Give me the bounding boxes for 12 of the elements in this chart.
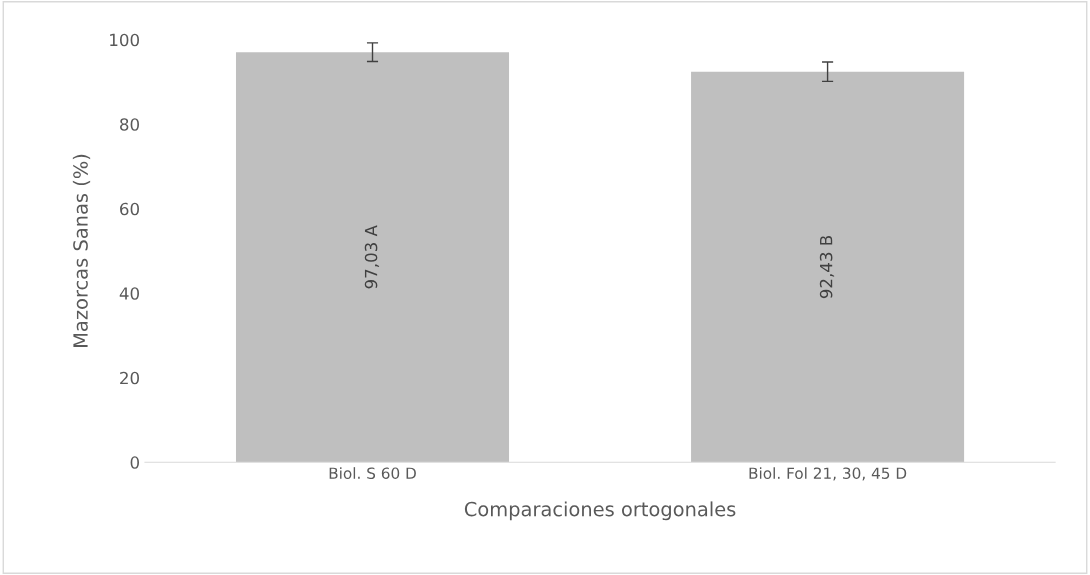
y-tick-label: 0 <box>130 456 139 469</box>
y-tick-label: 60 <box>120 202 139 216</box>
x-axis-title: Comparaciones ortogonales <box>464 501 736 521</box>
y-tick-label: 20 <box>120 371 139 385</box>
x-tick-label: Biol. Fol 21, 30, 45 D <box>749 467 907 481</box>
data-label: 92,43 B <box>819 235 835 299</box>
y-axis-title: Mazorcas Sanas (%) <box>72 154 91 347</box>
y-tick-label: 100 <box>110 33 139 47</box>
y-tick-label: 40 <box>119 287 139 300</box>
x-tick-label: Biol. S 60 D <box>329 467 416 479</box>
y-tick-label: 80 <box>120 118 139 131</box>
data-label: 97,03 A <box>364 225 380 289</box>
